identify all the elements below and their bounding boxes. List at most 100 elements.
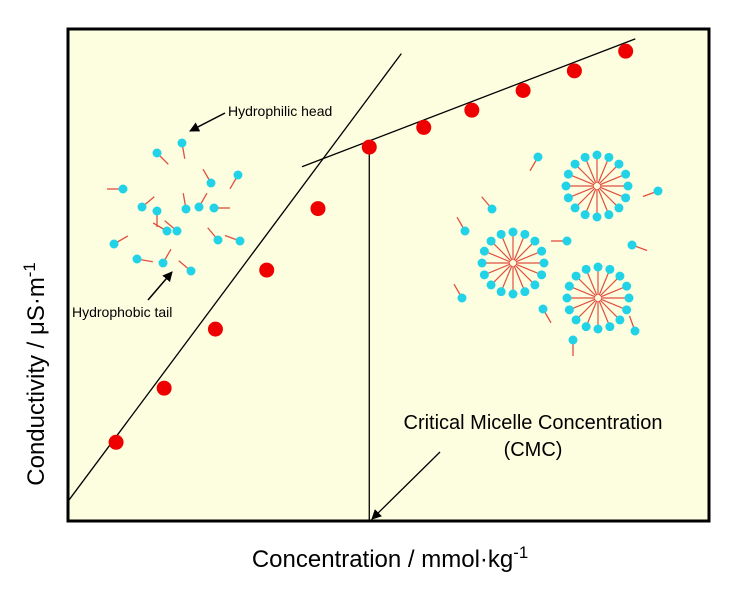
micelle-surfactant [598,300,615,332]
micelle-surfactant [562,293,595,303]
free-surfactant [481,196,497,214]
micelle-surfactant [563,186,595,203]
free-surfactant [209,203,230,213]
micelle-surfactant [514,236,540,262]
cmc-arrow [371,451,441,520]
data-points [108,43,634,450]
free-surfactant [453,283,467,303]
micelle-surfactant [479,246,511,263]
free-surfactant [181,193,191,214]
free-surfactant [137,196,155,212]
micelle-surfactant [599,299,625,325]
fit-lines [67,38,636,521]
micelle-surfactant [581,264,598,296]
micelle-surfactant [597,188,614,220]
data-point-6 [361,139,377,155]
free-surfactant [152,222,172,236]
free-surfactant [107,184,128,194]
micelle-surfactant [479,263,511,280]
annotation-arrows [147,112,441,520]
micelle-surfactant [599,186,631,203]
micelle-surfactant [600,298,632,315]
free-surfactant [551,236,572,246]
free-surfactant [177,138,187,159]
micelle-surfactant [515,246,547,263]
micelle-surfactant [581,300,598,332]
free-surfactant [152,148,169,165]
micelle-surfactant [508,266,518,299]
micelle-surfactant [593,301,603,334]
micelle-surfactant [571,299,597,325]
free-surfactant [628,315,640,336]
micelle-surfactant [508,227,518,260]
micelle-surfactant [599,169,631,186]
hydrophilic-head-label: Hydrophilic head [228,103,333,119]
micelle-surfactant [600,181,633,191]
micelle-surfactant [516,258,549,268]
free-surfactant [152,206,162,227]
free-surfactant [158,248,172,268]
micelle-surfactant [580,152,597,184]
data-point-2 [156,380,172,396]
data-point-1 [108,434,124,450]
y-axis-label: Conductivity / μS·m-1 [20,262,50,486]
data-point-3 [207,321,223,337]
micelle-surfactant [598,264,615,296]
micelle-surfactant [496,229,513,261]
surfactant-molecules [107,138,663,356]
hydrophobic-tail-label: Hydrophobic tail [72,304,173,320]
free-surfactant [109,235,129,249]
micelle-surfactant [496,265,513,297]
micelle-surfactant [486,264,512,290]
free-surfactant [132,254,153,264]
plot-frame [66,27,711,523]
micelle-surfactant [592,189,602,222]
micelle-surfactant [597,152,614,184]
x-axis-label: Concentration / mmol·kg-1 [251,543,529,573]
free-surfactant [627,240,648,252]
micelle-surfactant [477,258,510,268]
micelle-surfactant [600,281,632,298]
free-surfactant [642,186,663,198]
data-point-7 [416,119,432,135]
tail-arrow [147,271,173,301]
micelle-surfactant [514,264,540,290]
micelle-surfactant [564,281,596,298]
micelle-surfactant [593,262,603,295]
cmc-label: Critical Micelle Concentration (CMC) [360,410,706,464]
free-surfactant [178,260,196,276]
data-point-9 [515,83,531,98]
micelle-surfactant [570,187,596,213]
free-surfactant [538,304,552,324]
micelle-surfactant [570,159,596,185]
free-surfactant [529,152,543,172]
micelle-surfactant [598,159,624,185]
data-point-5 [310,201,326,217]
micelle-surfactant [563,169,595,186]
free-surfactant [456,216,470,236]
cmc-label-line2: (CMC) [503,439,563,461]
micelle-surfactant [561,181,594,191]
micelle-surfactant [515,263,547,280]
data-point-11 [618,43,634,59]
micelle-surfactant [580,188,597,220]
micelle-surfactant [564,298,596,315]
micelle-surfactant [592,150,602,183]
free-surfactant [224,234,245,246]
micelle-surfactant [598,187,624,213]
micelle-surfactant [599,271,625,297]
free-surfactant [207,227,223,245]
cmc-label-line1: Critical Micelle Concentration [403,412,663,434]
micelle-surfactant [513,229,530,261]
data-point-8 [464,102,480,118]
data-point-4 [259,262,275,278]
free-surfactant [568,335,578,356]
free-surfactant [229,170,243,190]
data-point-10 [566,63,582,79]
free-surfactant [202,168,216,188]
free-surfactant [194,192,208,212]
head-arrow [189,112,226,132]
fit-line-1 [67,53,402,502]
micelle-surfactant [486,236,512,262]
